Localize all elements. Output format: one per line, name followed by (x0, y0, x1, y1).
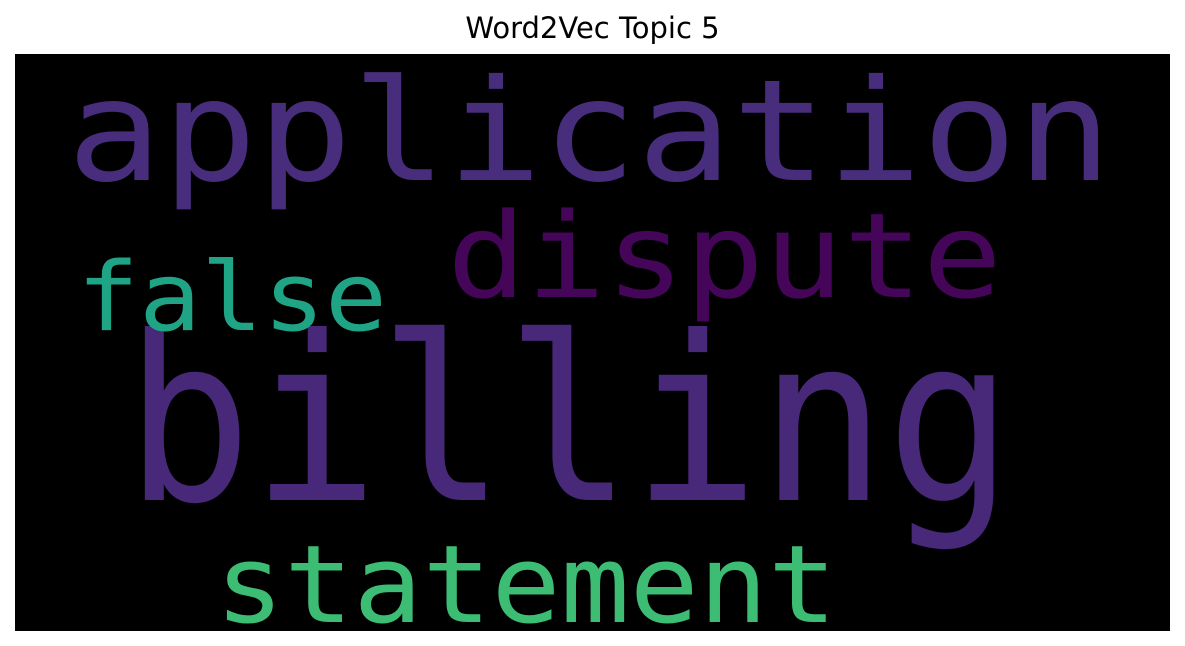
word-cloud-background (15, 54, 1170, 631)
word-application: application (67, 54, 1112, 214)
word-cloud-panel: billing application dispute statement false (15, 54, 1170, 631)
chart-title: Word2Vec Topic 5 (465, 11, 720, 45)
word-billing: billing (125, 288, 1013, 555)
word-statement: statement (215, 523, 837, 631)
word-dispute: dispute (447, 187, 1002, 325)
word-false: false (77, 243, 387, 353)
